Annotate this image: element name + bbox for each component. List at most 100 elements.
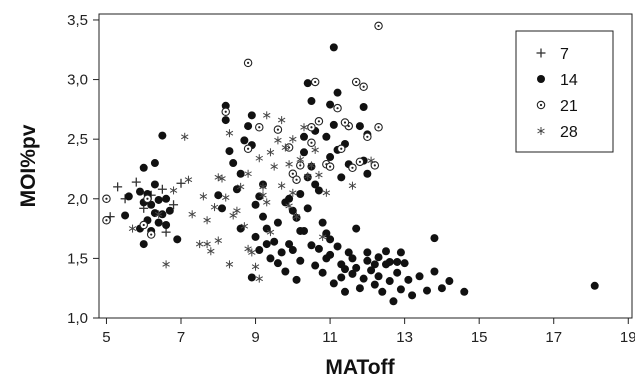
data-point-filled-circle — [352, 263, 361, 272]
data-point-asterisk — [128, 224, 137, 233]
data-point-asterisk — [188, 210, 196, 219]
data-point-filled-circle — [382, 247, 390, 256]
legend-marker-filled-circle — [537, 75, 545, 83]
data-point-dotted-circle — [139, 220, 148, 230]
data-point-asterisk — [181, 132, 189, 141]
data-point-asterisk — [154, 210, 163, 219]
x-axis: 5 7 9 11 13 15 17 19 — [102, 318, 635, 346]
data-point-plus — [161, 227, 171, 237]
data-point-filled-circle — [262, 240, 271, 249]
data-point-filled-circle — [221, 116, 230, 125]
data-point-dotted-circle — [340, 118, 350, 127]
data-points — [102, 21, 599, 306]
data-point-filled-circle — [229, 159, 238, 168]
data-point-filled-circle — [225, 147, 234, 156]
data-point-asterisk — [233, 206, 241, 215]
data-point-filled-circle — [326, 100, 335, 109]
data-point-filled-circle — [150, 209, 159, 218]
data-point-filled-circle — [400, 259, 409, 268]
data-point-filled-circle — [378, 287, 387, 296]
data-point-dotted-circle — [337, 144, 346, 153]
x-tick-label: 13 — [396, 329, 413, 346]
data-point-filled-circle — [296, 190, 305, 199]
y-tick-label: 3,0 — [67, 72, 88, 89]
y-tick-label: 2,5 — [67, 131, 88, 148]
data-point-filled-circle — [214, 191, 223, 200]
data-point-filled-circle — [173, 235, 182, 244]
data-point-filled-circle — [314, 186, 323, 195]
data-point-filled-circle — [150, 159, 159, 168]
data-point-asterisk — [300, 123, 308, 132]
data-point-filled-circle — [307, 241, 316, 250]
data-point-filled-circle — [396, 248, 405, 257]
data-point-asterisk — [240, 222, 249, 231]
data-point-dotted-circle — [146, 230, 156, 239]
data-point-filled-circle — [333, 88, 342, 97]
data-point-asterisk — [244, 169, 252, 178]
data-point-filled-circle — [344, 248, 353, 257]
data-point-filled-circle — [311, 180, 320, 189]
data-point-asterisk — [184, 175, 193, 184]
data-point-asterisk — [304, 172, 312, 181]
data-point-dotted-circle — [143, 194, 152, 204]
data-point-filled-circle — [307, 97, 316, 106]
data-point-dotted-circle — [221, 107, 230, 117]
y-tick-label: 3,5 — [67, 12, 88, 29]
data-point-filled-circle — [415, 272, 424, 281]
legend-box — [515, 30, 614, 153]
legend: 7 14 21 28 — [515, 30, 614, 153]
plot-frame — [98, 13, 633, 319]
data-point-filled-circle — [154, 195, 163, 204]
data-point-dotted-circle — [314, 117, 324, 126]
data-point-asterisk — [270, 162, 278, 171]
legend-marker-plus — [536, 48, 546, 58]
data-point-filled-circle — [259, 212, 267, 221]
data-point-filled-circle — [370, 280, 379, 289]
data-point-filled-circle — [300, 132, 308, 141]
y-tick-label: 1,5 — [67, 250, 88, 267]
legend-label: 21 — [560, 98, 578, 115]
data-point-asterisk — [207, 247, 215, 256]
data-point-filled-circle — [251, 232, 260, 241]
data-point-filled-circle — [311, 261, 320, 270]
data-point-filled-circle — [124, 192, 133, 201]
data-point-filled-circle — [147, 200, 156, 209]
data-point-asterisk — [229, 211, 237, 220]
data-point-dotted-circle — [288, 169, 298, 178]
data-point-filled-circle — [389, 297, 398, 306]
data-point-asterisk — [195, 240, 204, 249]
x-tick-label: 5 — [102, 329, 110, 346]
data-point-asterisk — [285, 160, 293, 169]
data-point-filled-circle — [158, 210, 167, 219]
data-point-filled-circle — [270, 237, 279, 246]
data-point-filled-circle — [165, 206, 174, 215]
data-point-filled-circle — [255, 246, 264, 255]
data-point-filled-circle — [139, 240, 148, 249]
data-point-filled-circle — [396, 285, 405, 294]
data-point-asterisk — [214, 236, 222, 245]
legend-marker-asterisk — [537, 127, 545, 135]
data-point-asterisk — [322, 188, 331, 197]
data-point-filled-circle — [329, 43, 338, 52]
x-tick-label: 17 — [545, 329, 562, 346]
data-point-filled-circle — [288, 206, 297, 215]
data-point-asterisk — [259, 191, 267, 200]
data-point-filled-circle — [333, 242, 342, 251]
data-point-filled-circle — [121, 211, 130, 220]
data-point-filled-circle — [318, 218, 327, 227]
legend-marker-dotted-circle — [536, 100, 546, 110]
data-point-filled-circle — [318, 268, 327, 277]
data-point-dotted-circle — [348, 163, 357, 173]
legend-label: 7 — [560, 46, 569, 63]
data-point-filled-circle — [355, 284, 364, 293]
data-point-dotted-circle — [255, 123, 264, 132]
data-point-filled-circle — [277, 248, 286, 257]
data-point-asterisk — [289, 188, 297, 197]
data-point-filled-circle — [348, 254, 357, 263]
data-point-filled-circle — [232, 185, 241, 194]
data-point-dotted-circle — [363, 132, 372, 142]
data-point-asterisk — [266, 148, 275, 157]
data-point-asterisk — [203, 216, 211, 225]
data-point-asterisk — [318, 232, 327, 241]
